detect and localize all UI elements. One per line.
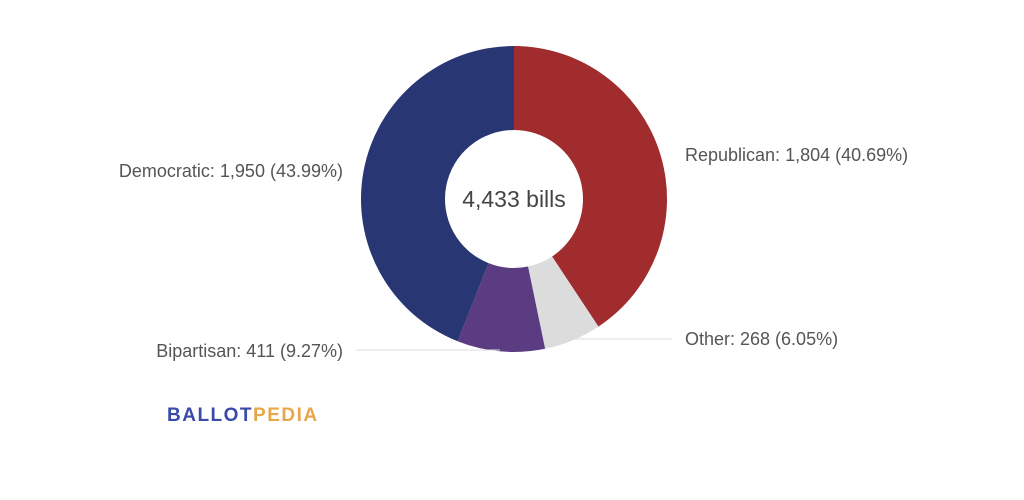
slice-other	[528, 256, 599, 349]
label-democratic: Democratic: 1,950 (43.99%)	[119, 161, 343, 181]
slice-democratic	[360, 46, 514, 342]
label-republican: Republican: 1,804 (40.69%)	[685, 145, 908, 165]
logo-part2: PEDIA	[253, 405, 319, 426]
ballotpedia-logo: BALLOTPEDIA	[167, 405, 319, 427]
center-total-label: 4,433 bills	[462, 186, 566, 212]
logo-part1: BALLOT	[167, 405, 254, 426]
slice-bipartisan	[457, 263, 546, 353]
label-bipartisan: Bipartisan: 411 (9.27%)	[156, 341, 343, 361]
label-other: Other: 268 (6.05%)	[685, 329, 838, 349]
slice-republican	[514, 46, 668, 327]
